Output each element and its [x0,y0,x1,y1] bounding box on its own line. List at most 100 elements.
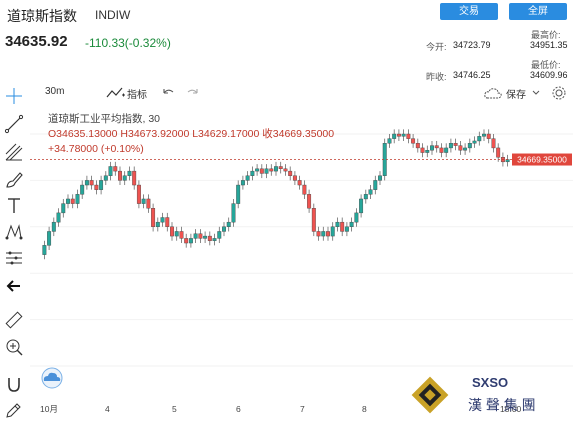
open-label: 今开: [426,42,447,52]
candle [311,208,316,232]
candle [146,198,151,209]
candle [396,133,401,137]
candle [491,138,496,149]
candle [245,175,250,181]
watermark-logo: SXSO 漢 聲 集 團 [411,375,536,414]
header: 道琼斯指数 INDIW 交易 全屏 34635.92 -110.33(-0.32… [0,0,573,84]
candles [42,129,510,260]
candle [151,208,156,227]
candle [99,180,104,190]
pencil-lock-icon[interactable] [4,400,24,420]
chevron-down-icon[interactable] [532,90,540,96]
chart-legend: 道琼斯工业平均指数, 30 O34635.13000 H34673.92000 … [48,112,334,157]
text-tool-icon[interactable] [4,196,24,216]
candle [108,166,113,176]
price-tag: 34669.35000 [512,153,572,166]
candle [141,198,146,204]
x-tick-label: 4 [105,404,110,414]
candle [160,217,165,223]
low-label: 最低价: [531,60,561,70]
candle [127,170,132,176]
candle [207,235,212,241]
candle [122,175,127,181]
x-axis: 10月 4 5 6 7 8 15:00 [40,404,522,414]
candle [132,170,137,186]
candle [302,184,307,195]
measure-lines-icon[interactable] [4,248,24,268]
svg-text:SXSO: SXSO [472,375,508,390]
candle [392,133,397,139]
cloud-icon[interactable] [483,86,503,100]
trend-line-icon[interactable] [4,114,24,134]
candle [188,238,193,244]
candle [373,180,378,190]
back-arrow-icon[interactable] [4,276,24,296]
instrument-title: 道琼斯指数 [7,8,77,24]
legend-delta: +34.78000 (+0.10%) [48,143,144,155]
candle [94,184,99,190]
candle [179,231,184,239]
candle [472,140,477,144]
candle [321,231,326,237]
candle [217,231,222,239]
candle [368,189,373,195]
candle [288,170,293,176]
candle [66,198,70,204]
indicators-button[interactable]: 指标 [127,90,147,101]
interval-selector[interactable]: 30m [45,86,65,97]
low-value: 34609.96 [530,70,568,80]
pitchfork-icon[interactable] [4,142,24,162]
candle [344,226,349,232]
ruler-icon[interactable] [4,310,24,330]
gear-icon[interactable] [552,86,566,100]
prev-close-label: 昨收: [426,72,447,82]
candle [250,170,255,176]
redo-icon[interactable] [186,87,200,99]
candle [226,221,231,228]
fullscreen-button[interactable]: 全屏 [509,3,567,20]
candlestick-chart[interactable]: 10月 4 5 6 7 8 15:00 34669.35000 [30,104,573,422]
candle [448,143,453,149]
cloud-badge[interactable] [41,367,63,389]
cloud-icon [43,372,61,381]
candle [174,231,179,237]
undo-icon[interactable] [161,87,175,99]
candle [420,147,425,153]
candle [335,221,340,228]
x-tick-label: 8 [362,404,367,414]
price-chart[interactable]: 10月 4 5 6 7 8 15:00 34669.35000 [30,104,573,422]
candle [170,226,174,237]
candle [56,212,61,223]
candle [363,194,368,200]
candle [155,221,160,228]
candle [118,170,122,181]
candle [467,143,472,149]
candle [458,145,463,151]
x-tick-label: 15:00 [500,404,522,414]
candle [496,147,501,158]
crosshair-icon[interactable] [6,88,22,104]
candle [113,166,118,172]
candle [222,226,226,232]
pattern-icon[interactable] [4,222,24,242]
candle [212,238,217,241]
trade-button[interactable]: 交易 [440,3,498,20]
candle [165,217,170,227]
save-button[interactable]: 保存 [506,90,526,101]
candle [411,138,416,144]
x-tick-label: 5 [172,404,177,414]
brush-icon[interactable] [4,170,24,190]
candle [434,145,439,149]
indicator-icon[interactable] [106,86,126,100]
candle [240,180,245,186]
candle [193,233,198,239]
candle [439,147,444,153]
candle [453,143,458,146]
candle [401,133,406,137]
candle [477,136,482,142]
candle [75,194,80,204]
magnet-icon[interactable] [4,374,24,394]
candle [274,166,278,172]
zoom-in-icon[interactable] [4,337,24,357]
candle [136,184,141,204]
